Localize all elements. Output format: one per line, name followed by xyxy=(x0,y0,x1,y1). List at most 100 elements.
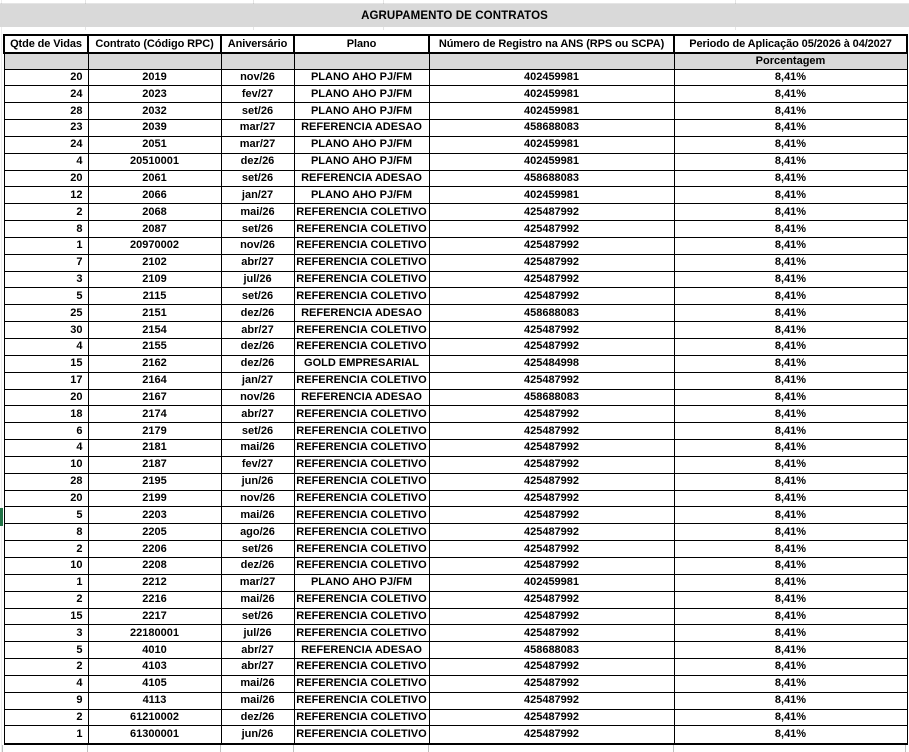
cell-aniversario[interactable]: set/26 xyxy=(220,102,295,121)
cell-registro-ans[interactable]: 402459981 xyxy=(428,573,675,592)
cell-contrato[interactable]: 2155 xyxy=(87,338,222,356)
cell-aniversario[interactable]: jan/27 xyxy=(220,371,295,390)
cell-aniversario[interactable]: set/26 xyxy=(220,540,295,558)
cell-aniversario[interactable]: dez/26 xyxy=(220,708,295,727)
cell-plano[interactable]: REFERENCIA COLETIVO xyxy=(293,607,430,626)
cell-porcentagem[interactable]: 8,41% xyxy=(673,455,908,474)
cell-porcentagem[interactable]: 8,41% xyxy=(673,68,908,87)
cell-registro-ans[interactable]: 458688083 xyxy=(428,169,675,188)
cell-aniversario[interactable]: mar/27 xyxy=(220,573,295,592)
cell-contrato[interactable]: 2102 xyxy=(87,253,222,272)
cell-plano[interactable]: REFERENCIA ADESAO xyxy=(293,119,430,137)
cell-contrato[interactable]: 2187 xyxy=(87,455,222,474)
cell-aniversario[interactable]: nov/26 xyxy=(220,489,295,508)
cell-aniversario[interactable]: mar/27 xyxy=(220,135,295,154)
cell-registro-ans[interactable]: 402459981 xyxy=(428,85,675,104)
cell-contrato[interactable]: 2162 xyxy=(87,354,222,373)
cell-qtde-vidas[interactable]: 2 xyxy=(3,540,89,558)
cell-registro-ans[interactable]: 425487992 xyxy=(428,220,675,238)
subheader-cell-empty[interactable] xyxy=(428,52,675,70)
cell-plano[interactable]: REFERENCIA COLETIVO xyxy=(293,321,430,339)
cell-porcentagem[interactable]: 8,41% xyxy=(673,573,908,592)
cell-qtde-vidas[interactable]: 15 xyxy=(3,354,89,373)
cell-porcentagem[interactable]: 8,41% xyxy=(673,220,908,238)
cell-porcentagem[interactable]: 8,41% xyxy=(673,85,908,104)
cell-aniversario[interactable]: dez/26 xyxy=(220,304,295,323)
cell-porcentagem[interactable]: 8,41% xyxy=(673,624,908,643)
cell-aniversario[interactable]: dez/26 xyxy=(220,152,295,171)
cell-aniversario[interactable]: jun/26 xyxy=(220,725,295,746)
cell-porcentagem[interactable]: 8,41% xyxy=(673,708,908,727)
cell-qtde-vidas[interactable]: 15 xyxy=(3,607,89,626)
cell-qtde-vidas[interactable]: 18 xyxy=(3,405,89,424)
cell-plano[interactable]: REFERENCIA COLETIVO xyxy=(293,489,430,508)
cell-porcentagem[interactable]: 8,41% xyxy=(673,102,908,121)
cell-porcentagem[interactable]: 8,41% xyxy=(673,371,908,390)
cell-contrato[interactable]: 2019 xyxy=(87,68,222,87)
cell-contrato[interactable]: 4103 xyxy=(87,658,222,676)
cell-porcentagem[interactable]: 8,41% xyxy=(673,152,908,171)
cell-qtde-vidas[interactable]: 28 xyxy=(3,102,89,121)
column-header-plano[interactable]: Plano xyxy=(293,34,430,54)
cell-qtde-vidas[interactable]: 10 xyxy=(3,455,89,474)
cell-contrato[interactable]: 2179 xyxy=(87,422,222,441)
cell-porcentagem[interactable]: 8,41% xyxy=(673,607,908,626)
cell-porcentagem[interactable]: 8,41% xyxy=(673,590,908,609)
cell-aniversario[interactable]: nov/26 xyxy=(220,68,295,87)
cell-registro-ans[interactable]: 425487992 xyxy=(428,489,675,508)
cell-qtde-vidas[interactable]: 20 xyxy=(3,388,89,407)
cell-plano[interactable]: PLANO AHO PJ/FM xyxy=(293,135,430,154)
cell-contrato[interactable]: 2039 xyxy=(87,119,222,137)
cell-contrato[interactable]: 2023 xyxy=(87,85,222,104)
subheader-cell-empty[interactable] xyxy=(220,52,295,70)
column-header-registro-ans[interactable]: Número de Registro na ANS (RPS ou SCPA) xyxy=(428,34,675,54)
column-header-periodo-aplicacao[interactable]: Periodo de Aplicação 05/2026 à 04/2027 xyxy=(673,34,908,54)
cell-contrato[interactable]: 2205 xyxy=(87,523,222,542)
cell-contrato[interactable]: 61300001 xyxy=(87,725,222,746)
cell-contrato[interactable]: 2151 xyxy=(87,304,222,323)
cell-contrato[interactable]: 2181 xyxy=(87,439,222,457)
cell-porcentagem[interactable]: 8,41% xyxy=(673,405,908,424)
cell-contrato[interactable]: 2068 xyxy=(87,203,222,222)
cell-plano[interactable]: REFERENCIA COLETIVO xyxy=(293,455,430,474)
cell-aniversario[interactable]: dez/26 xyxy=(220,338,295,356)
cell-porcentagem[interactable]: 8,41% xyxy=(673,439,908,457)
cell-registro-ans[interactable]: 425487992 xyxy=(428,439,675,457)
cell-contrato[interactable]: 2164 xyxy=(87,371,222,390)
cell-contrato[interactable]: 2167 xyxy=(87,388,222,407)
cell-qtde-vidas[interactable]: 5 xyxy=(3,506,89,525)
cell-porcentagem[interactable]: 8,41% xyxy=(673,287,908,306)
cell-porcentagem[interactable]: 8,41% xyxy=(673,321,908,339)
cell-plano[interactable]: PLANO AHO PJ/FM xyxy=(293,152,430,171)
cell-qtde-vidas[interactable]: 2 xyxy=(3,708,89,727)
cell-plano[interactable]: REFERENCIA ADESAO xyxy=(293,304,430,323)
cell-contrato[interactable]: 20510001 xyxy=(87,152,222,171)
cell-registro-ans[interactable]: 425487992 xyxy=(428,590,675,609)
cell-plano[interactable]: REFERENCIA COLETIVO xyxy=(293,338,430,356)
cell-contrato[interactable]: 4113 xyxy=(87,691,222,710)
cell-aniversario[interactable]: dez/26 xyxy=(220,556,295,575)
cell-registro-ans[interactable]: 425487992 xyxy=(428,506,675,525)
cell-registro-ans[interactable]: 425487992 xyxy=(428,674,675,693)
cell-plano[interactable]: PLANO AHO PJ/FM xyxy=(293,102,430,121)
cell-aniversario[interactable]: abr/27 xyxy=(220,321,295,339)
cell-porcentagem[interactable]: 8,41% xyxy=(673,540,908,558)
cell-qtde-vidas[interactable]: 4 xyxy=(3,152,89,171)
cell-plano[interactable]: PLANO AHO PJ/FM xyxy=(293,573,430,592)
cell-plano[interactable]: REFERENCIA ADESAO xyxy=(293,641,430,660)
cell-contrato[interactable]: 2206 xyxy=(87,540,222,558)
cell-qtde-vidas[interactable]: 1 xyxy=(3,725,89,746)
cell-plano[interactable]: REFERENCIA COLETIVO xyxy=(293,236,430,255)
cell-plano[interactable]: REFERENCIA COLETIVO xyxy=(293,506,430,525)
cell-registro-ans[interactable]: 425487992 xyxy=(428,725,675,746)
cell-plano[interactable]: REFERENCIA COLETIVO xyxy=(293,422,430,441)
cell-contrato[interactable]: 2154 xyxy=(87,321,222,339)
cell-aniversario[interactable]: ago/26 xyxy=(220,523,295,542)
cell-porcentagem[interactable]: 8,41% xyxy=(673,658,908,676)
cell-contrato[interactable]: 2032 xyxy=(87,102,222,121)
cell-qtde-vidas[interactable]: 17 xyxy=(3,371,89,390)
cell-porcentagem[interactable]: 8,41% xyxy=(673,135,908,154)
cell-porcentagem[interactable]: 8,41% xyxy=(673,641,908,660)
cell-registro-ans[interactable]: 425487992 xyxy=(428,658,675,676)
cell-porcentagem[interactable]: 8,41% xyxy=(673,169,908,188)
